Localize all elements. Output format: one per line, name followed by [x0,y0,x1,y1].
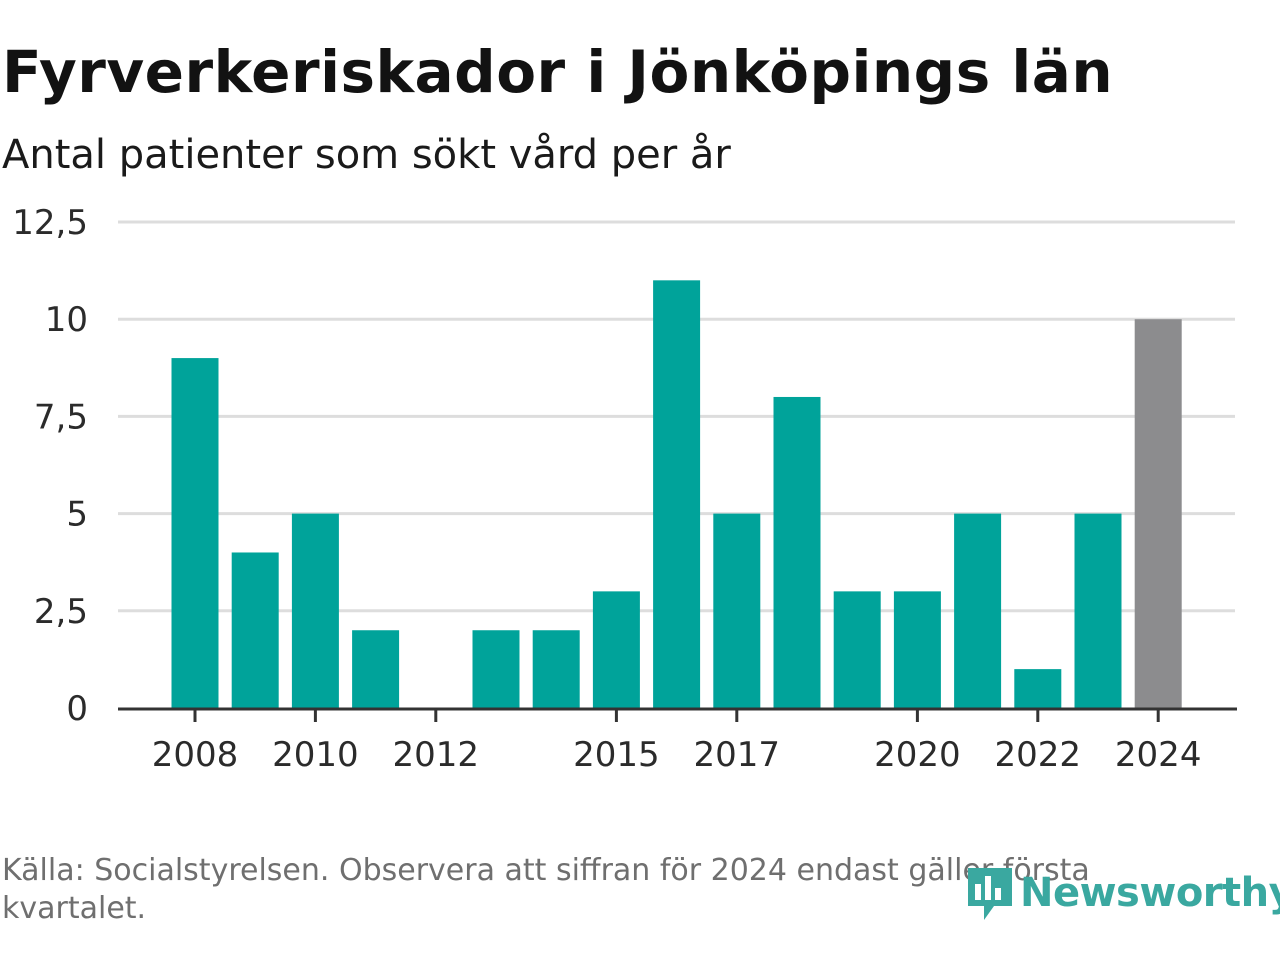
bar-2021 [954,513,1002,708]
bar-2009 [231,552,279,708]
bar-2020 [893,591,941,708]
y-tick-label: 0 [66,689,88,729]
bar-2015 [592,591,640,708]
bar-2008 [171,358,219,708]
bar-2016 [653,280,701,708]
bar-2013 [472,630,520,708]
x-tick-label: 2012 [393,735,480,775]
y-tick-label: 5 [66,495,88,535]
y-axis-ticks: 0 2,5 5 7,5 10 12,5 [12,203,88,729]
x-tick-label: 2008 [152,735,239,775]
bar-2024 [1134,319,1182,708]
x-tick-label: 2010 [272,735,359,775]
x-tick-label: 2017 [694,735,781,775]
chart-subtitle: Antal patienter som sökt vård per år [2,132,731,178]
bar-2014 [532,630,580,708]
y-tick-label: 7,5 [34,397,88,437]
newsworthy-logo-icon [968,868,1012,920]
x-axis-ticks: 2008 2010 2012 2015 2017 2020 2022 2024 [152,709,1202,775]
y-tick-label: 2,5 [34,592,88,632]
x-tick-label: 2024 [1115,735,1202,775]
chart-title: Fyrverkeriskador i Jönköpings län [2,38,1114,106]
x-tick-label: 2020 [874,735,961,775]
x-tick-label: 2022 [995,735,1082,775]
bar-2018 [773,396,821,708]
bar-2011 [352,630,400,708]
newsworthy-logo: Newsworthy [964,862,1280,924]
source-footnote: Källa: Socialstyrelsen. Observera att si… [2,853,1090,926]
bar-2023 [1074,513,1122,708]
bars [171,280,1182,708]
y-tick-label: 12,5 [12,203,88,243]
brand-name: Newsworthy [1020,870,1280,916]
bar-2019 [833,591,881,708]
bar-2017 [713,513,761,708]
y-tick-label: 10 [45,300,88,340]
bar-2022 [1014,669,1062,708]
x-tick-label: 2015 [573,735,660,775]
bar-2010 [291,513,339,708]
